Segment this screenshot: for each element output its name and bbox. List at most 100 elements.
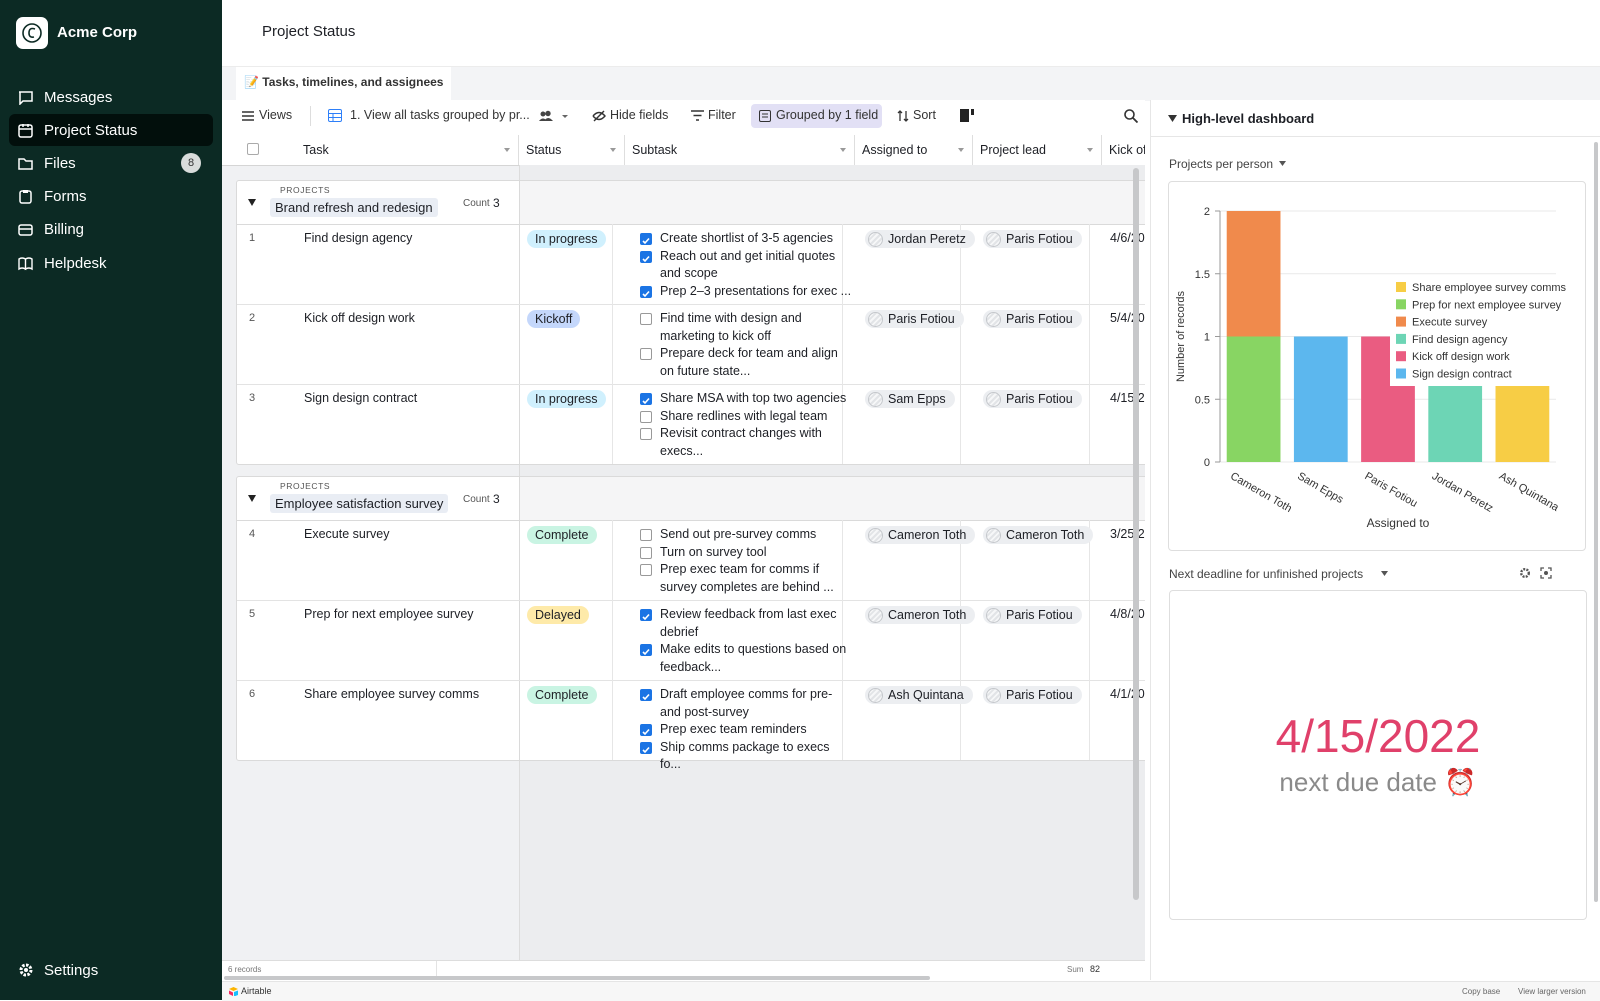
subtask-checkbox[interactable]: [640, 564, 652, 576]
settings-icon: [19, 963, 33, 977]
org-logo: [16, 17, 48, 49]
avatar: [868, 528, 883, 543]
avatar: [868, 688, 883, 703]
nav-icon: [19, 91, 33, 105]
collapse-caret[interactable]: [1168, 115, 1177, 122]
nav-item[interactable]: Project Status: [9, 114, 213, 146]
subtask-text: Reach out and get initial quotes and sco…: [660, 248, 836, 281]
nav-icon: [18, 158, 33, 170]
bar-segment: [1293, 336, 1348, 462]
h-scrollbar[interactable]: [224, 976, 930, 980]
column-header[interactable]: Subtask: [625, 135, 855, 165]
assignee: Paris Fotiou: [865, 310, 964, 328]
divider: [436, 961, 437, 979]
subtask-text: Prep 2–3 presentations for exec ...: [660, 283, 852, 298]
chart: 0 0.5 1 1.5 2 Cameron Toth Sam Epps Paris Fotio…: [1175, 206, 1580, 530]
status-pill: Complete: [527, 686, 597, 704]
subtask-text: Review feedback from last exec debrief: [660, 607, 837, 639]
avatar: [986, 232, 1001, 247]
nav-item[interactable]: Billing: [9, 213, 213, 245]
count-label: Count: [463, 494, 490, 505]
subtask-checkbox[interactable]: [640, 313, 652, 325]
nav-label: Billing: [44, 221, 85, 238]
subtask-checkbox[interactable]: [640, 724, 652, 736]
subtask: Share MSA with top two agencies: [640, 390, 852, 408]
group-header-bg: [520, 181, 1145, 224]
subtask-checkbox[interactable]: [640, 428, 652, 440]
legend-swatch: [1396, 316, 1406, 327]
kickoff: 3/25/2: [1110, 527, 1145, 541]
settings-link[interactable]: Settings: [44, 962, 99, 979]
table-tab[interactable]: 📝 Tasks, timelines, and assignees: [236, 67, 452, 101]
column-header[interactable]: Status: [519, 135, 625, 165]
subtask-checkbox[interactable]: [640, 285, 652, 298]
subtask-checkbox[interactable]: [640, 348, 652, 360]
column-label: Task: [303, 143, 329, 157]
subtask-checkbox[interactable]: [640, 741, 652, 754]
views-button[interactable]: Views: [259, 108, 293, 122]
assignee: Cameron Toth: [865, 606, 976, 624]
y-tick-label: 1: [1204, 332, 1210, 344]
check: [642, 397, 650, 405]
column-header[interactable]: Assigned to: [855, 135, 973, 165]
subtask-checkbox[interactable]: [640, 393, 652, 405]
hide-fields-button[interactable]: Hide fields: [610, 108, 669, 122]
column-header[interactable]: Project lead: [973, 135, 1102, 165]
deadline-value: 4/15/2022: [1275, 710, 1481, 762]
nav-item[interactable]: Helpdesk: [9, 247, 213, 279]
view-larger[interactable]: View larger version: [1518, 987, 1586, 996]
nav-item[interactable]: Messages: [9, 81, 213, 113]
chart-title[interactable]: Projects per person: [1169, 157, 1274, 171]
nav-item[interactable]: Files 8: [9, 147, 213, 179]
brand-name[interactable]: Airtable: [241, 986, 272, 996]
divider: [1151, 136, 1600, 137]
avatar: [868, 392, 883, 407]
subtask-checkbox[interactable]: [640, 689, 652, 701]
nav-item[interactable]: Forms: [9, 180, 213, 212]
task: Kick off design work: [304, 311, 415, 325]
column-header[interactable]: Task: [296, 135, 519, 165]
y-tick-label: 0.5: [1195, 394, 1210, 406]
group-field: PROJECTS: [280, 481, 331, 491]
grouped-button[interactable]: Grouped by 1 field: [776, 108, 879, 122]
panel-scrollbar[interactable]: [1594, 142, 1598, 902]
avatar: [986, 608, 1001, 623]
column-label: Assigned to: [862, 143, 928, 157]
status-pill: Delayed: [527, 606, 589, 624]
column-header[interactable]: Kick of: [1102, 135, 1145, 165]
subtask-checkbox[interactable]: [640, 410, 652, 423]
cell-divider: [842, 600, 843, 680]
legend-swatch: [1396, 351, 1406, 362]
subtask-text: Prep exec team for comms if survey compl…: [660, 562, 834, 594]
sum-label: Sum: [1067, 965, 1084, 974]
deadline-title[interactable]: Next deadline for unfinished projects: [1169, 567, 1364, 581]
subtask-text: Turn on survey tool: [660, 544, 767, 559]
subtask-checkbox[interactable]: [640, 546, 652, 559]
subtask-checkbox[interactable]: [640, 644, 652, 656]
subtask-checkbox[interactable]: [640, 609, 652, 621]
v-scrollbar[interactable]: [1133, 168, 1139, 900]
subtask-checkbox[interactable]: [640, 250, 652, 263]
group-caret[interactable]: [248, 495, 256, 502]
project-lead: Paris Fotiou: [983, 606, 1082, 624]
project-lead: Paris Fotiou: [983, 686, 1082, 704]
page-title: Project Status: [262, 23, 356, 40]
y-tick-label: 1.5: [1195, 269, 1210, 281]
copy-base[interactable]: Copy base: [1462, 987, 1501, 996]
subtask-checkbox[interactable]: [640, 233, 652, 245]
sort-button[interactable]: Sort: [913, 108, 936, 122]
avatar: [986, 312, 1001, 327]
expand-icon[interactable]: [1540, 567, 1552, 579]
legend-label: Prep for next employee survey: [1412, 299, 1562, 311]
divider: [310, 106, 311, 126]
search-icon[interactable]: [1124, 109, 1138, 123]
subtask-checkbox[interactable]: [640, 529, 652, 541]
filter-button[interactable]: Filter: [708, 108, 736, 122]
view-name[interactable]: 1. View all tasks grouped by pr...: [350, 108, 530, 122]
group-caret[interactable]: [248, 199, 256, 206]
nav-label: Messages: [44, 89, 113, 106]
check: [642, 290, 650, 297]
settings-icon[interactable]: [1519, 567, 1531, 579]
subtask: Find time with design and marketing to k…: [640, 310, 852, 345]
group-icon: [759, 110, 771, 122]
